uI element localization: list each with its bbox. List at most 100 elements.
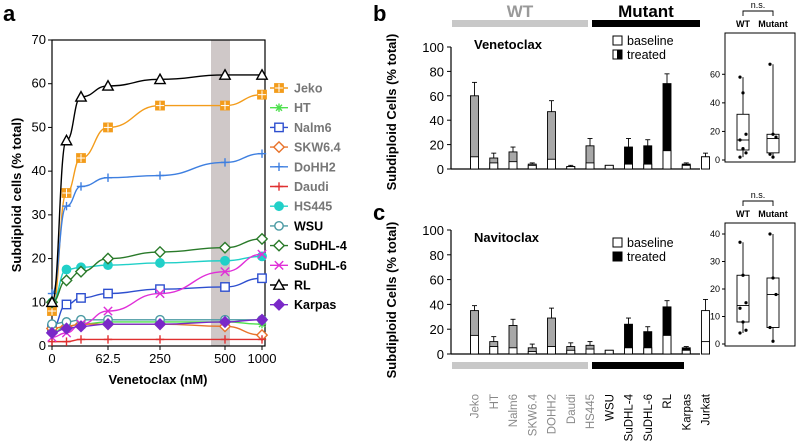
series-karpas: Karpas xyxy=(45,298,336,340)
series-marker xyxy=(220,266,230,277)
inset-y-tick-label: 20 xyxy=(710,284,720,294)
series-marker xyxy=(218,241,232,254)
wt-group-bar xyxy=(452,362,588,369)
box-point xyxy=(738,331,742,335)
baseline-bar xyxy=(470,156,479,170)
legend-label: HT xyxy=(294,101,311,115)
inset-category-label: Mutant xyxy=(758,209,788,219)
box-point xyxy=(738,138,742,142)
baseline-bar xyxy=(508,161,518,170)
panel-a-x-tick-label: 500 xyxy=(214,351,236,366)
significance-label: n.s. xyxy=(751,190,766,200)
bar-nalm6 xyxy=(508,318,518,355)
series-marker xyxy=(255,232,269,246)
baseline-bar xyxy=(566,166,576,170)
bar-jurkat xyxy=(701,298,710,355)
panel-c-y-axis-label: Subdiploid Cells (% total) xyxy=(384,222,399,379)
legend-label: SuDHL-6 xyxy=(294,259,347,273)
category-label: WSU xyxy=(604,394,616,421)
significance-bracket xyxy=(742,200,774,206)
box-point xyxy=(744,132,748,136)
category-label: Daudi xyxy=(566,394,578,424)
series-marker xyxy=(220,255,230,266)
bar-daudi xyxy=(566,164,576,170)
series-marker xyxy=(61,264,72,275)
box-mutant xyxy=(766,62,780,159)
baseline-bar xyxy=(508,347,518,355)
baseline-bar xyxy=(547,158,556,170)
box-point xyxy=(768,62,772,66)
y-tick-label: 40 xyxy=(430,113,444,128)
y-tick-label: 60 xyxy=(430,89,444,104)
series-marker xyxy=(76,293,86,303)
baseline-bar xyxy=(662,334,672,355)
series-marker xyxy=(255,313,269,326)
baseline-bar xyxy=(527,351,537,355)
legend-label-baseline: baseline xyxy=(627,34,674,48)
series-marker xyxy=(257,273,267,284)
panel-a-x-tick-label: 62.5 xyxy=(95,351,120,366)
series-marker xyxy=(272,298,286,311)
box-point xyxy=(771,155,775,159)
baseline-bar xyxy=(585,348,595,355)
legend-swatch-treated xyxy=(617,49,623,60)
series-marker xyxy=(101,252,115,265)
series-marker xyxy=(275,104,283,112)
legend-label: WSU xyxy=(294,219,323,233)
legend-label-treated: treated xyxy=(627,48,666,62)
legend-label: SuDHL-4 xyxy=(294,239,347,253)
bar-skw6-4 xyxy=(527,162,537,170)
category-label: Karpas xyxy=(681,394,693,431)
y-tick-label: 60 xyxy=(430,273,444,288)
box-wt xyxy=(736,75,750,159)
y-tick-label: 20 xyxy=(430,138,444,153)
bar-ht xyxy=(489,152,499,170)
series-marker xyxy=(155,288,165,299)
box-point xyxy=(774,135,778,139)
series-marker xyxy=(218,315,232,329)
mutant-group-bar xyxy=(592,20,700,27)
box-point xyxy=(768,325,772,330)
panel-b-title: Venetoclax xyxy=(474,37,543,52)
legend-label: HS445 xyxy=(294,200,332,214)
inset-category-label: WT xyxy=(736,209,750,219)
y-tick-label: 20 xyxy=(430,322,444,337)
bar-sudhl-6 xyxy=(643,139,653,170)
series-sudhl-4: SuDHL-4 xyxy=(45,232,347,309)
panel-a-y-tick-label: 0 xyxy=(39,338,46,353)
bar-karpas xyxy=(681,162,691,170)
bar-jeko xyxy=(470,81,479,170)
panel-label-c: c xyxy=(373,200,385,225)
series-wsu: WSU xyxy=(47,219,323,330)
inset-frame xyxy=(724,32,796,163)
box-point xyxy=(768,152,772,156)
series-marker xyxy=(45,326,59,340)
panel-a-x-tick-label: 250 xyxy=(149,351,171,366)
legend-label-baseline: baseline xyxy=(627,236,674,250)
box-iqr xyxy=(766,277,780,328)
legend-swatch-treated xyxy=(612,49,618,60)
panel-a-y-axis-label: Subdiploid cells (% total) xyxy=(9,118,24,273)
panel-a-x-axis-label: Venetoclax (nM) xyxy=(109,372,208,387)
series-marker xyxy=(274,260,284,270)
series-marker xyxy=(272,140,286,154)
legend-label: RL xyxy=(294,279,311,293)
panel-a-y-tick-label: 40 xyxy=(32,163,46,178)
series-marker xyxy=(274,122,284,133)
series-line xyxy=(51,93,263,312)
panel-a-x-tick-label: 1000 xyxy=(248,351,277,366)
box-point xyxy=(741,273,745,277)
y-tick-label: 0 xyxy=(437,347,444,362)
series-marker xyxy=(60,133,73,146)
series-marker xyxy=(61,299,72,310)
series-marker xyxy=(153,245,167,259)
inset-y-tick-label: 10 xyxy=(710,312,720,322)
baseline-bar xyxy=(643,347,653,355)
inset-y-tick-label: 40 xyxy=(710,98,720,108)
inset-y-tick-label: 0 xyxy=(715,339,720,349)
legend-label: DoHH2 xyxy=(294,160,336,174)
legend-label: Daudi xyxy=(294,180,329,194)
bar-karpas xyxy=(681,346,691,355)
box-point xyxy=(741,146,745,151)
significance-label: n.s. xyxy=(751,0,766,10)
